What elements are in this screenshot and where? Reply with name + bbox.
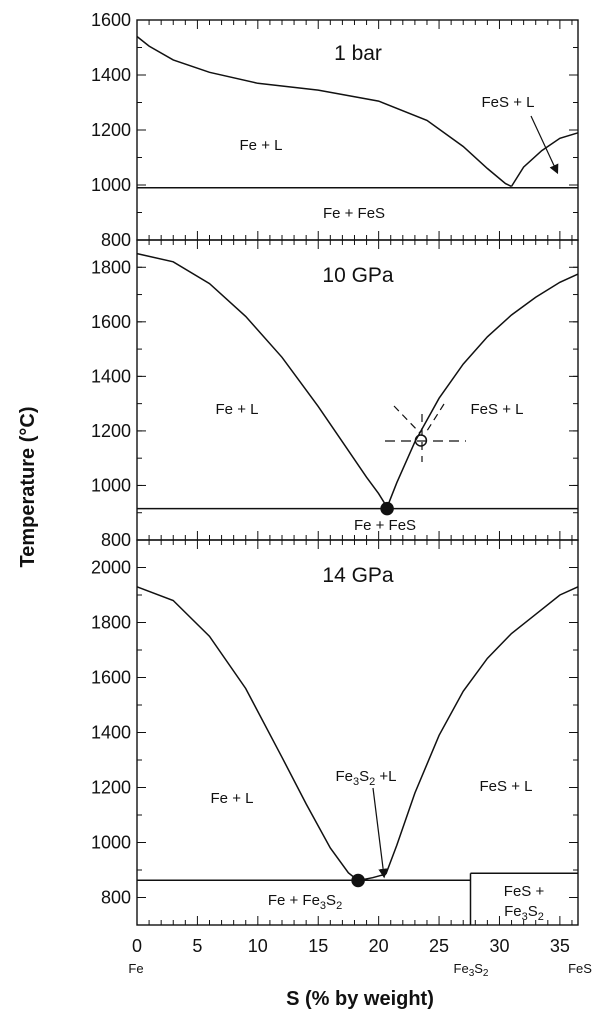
y-tick-label: 1800 — [91, 257, 131, 277]
x-tick-label: 5 — [192, 936, 202, 956]
phase-boundary-1-0 — [136, 252, 388, 508]
region-label-fes-fe3s2-14gpa: FeS + — [504, 883, 545, 900]
x-tick-label: 15 — [308, 936, 328, 956]
x-tick-label: 10 — [248, 936, 268, 956]
annotation-arrow-fes-l-1bar — [530, 115, 559, 175]
x-compound-fe: Fe — [128, 961, 143, 976]
panel-title-1bar: 1 bar — [334, 42, 382, 65]
y-tick-label: 1600 — [91, 10, 131, 30]
x-axis-title: S (% by weight) — [286, 988, 434, 1010]
region-label-fe-fes-1bar: Fe + FeS — [323, 205, 385, 222]
y-tick-label: 1400 — [91, 723, 131, 743]
panel-title-14gpa: 14 GPa — [322, 564, 394, 587]
y-tick-label: 800 — [101, 230, 131, 250]
y-tick-label: 1200 — [91, 421, 131, 441]
phase-boundary-0-1 — [510, 132, 579, 187]
region-label-fes-l-10gpa: FeS + L — [471, 401, 524, 418]
x-tick-label: 25 — [429, 936, 449, 956]
phase-boundary-1-1 — [386, 273, 579, 508]
panel-frame-0 — [136, 19, 579, 241]
y-tick-label: 1000 — [91, 833, 131, 853]
y-tick-label: 1600 — [91, 312, 131, 332]
region-label-fes-fe3s2-14gpa-line2: Fe3S2 — [504, 903, 544, 923]
phase-boundary-2-0 — [136, 586, 359, 882]
region-label-fe-l-1bar: Fe + L — [240, 137, 283, 154]
region-label-fe-l-10gpa: Fe + L — [216, 401, 259, 418]
y-tick-label: 800 — [101, 530, 131, 550]
y-tick-label: 1200 — [91, 120, 131, 140]
dashed-bracket-right-diagonal — [424, 403, 445, 435]
x-compound-fe3s2: Fe3S2 — [454, 961, 489, 979]
x-compound-fes: FeS — [568, 961, 592, 976]
y-tick-label: 800 — [101, 888, 131, 908]
region-label-fe-fes-10gpa: Fe + FeS — [354, 517, 416, 534]
phase-boundary-2-2 — [385, 586, 579, 875]
region-label-fe3s2-l-14gpa: Fe3S2 +L — [335, 768, 396, 788]
y-tick-label: 1000 — [91, 175, 131, 195]
x-tick-label: 20 — [369, 936, 389, 956]
panel-title-10gpa: 10 GPa — [322, 264, 394, 287]
x-tick-label: 30 — [489, 936, 509, 956]
y-tick-label: 1000 — [91, 475, 131, 495]
y-tick-label: 1200 — [91, 778, 131, 798]
phase-boundary-0-0 — [136, 35, 512, 188]
y-tick-label: 1400 — [91, 65, 131, 85]
y-tick-label: 1800 — [91, 613, 131, 633]
annotation-arrow-fe3s2-l-14gpa — [372, 787, 388, 879]
y-tick-label: 1600 — [91, 668, 131, 688]
panel-frame-2 — [136, 539, 579, 926]
y-tick-label: 1400 — [91, 366, 131, 386]
dashed-bracket-left-diagonal — [393, 405, 421, 434]
region-label-fe-l-14gpa: Fe + L — [211, 790, 254, 807]
y-axis-title: Temperature (°C) — [17, 407, 39, 568]
x-tick-label: 35 — [550, 936, 570, 956]
region-label-fes-l-1bar: FeS + L — [482, 94, 535, 111]
region-label-fes-l-14gpa: FeS + L — [480, 778, 533, 795]
region-label-fe-fe3s2-14gpa: Fe + Fe3S2 — [268, 892, 342, 912]
y-tick-label: 2000 — [91, 558, 131, 578]
x-tick-label: 0 — [132, 936, 142, 956]
